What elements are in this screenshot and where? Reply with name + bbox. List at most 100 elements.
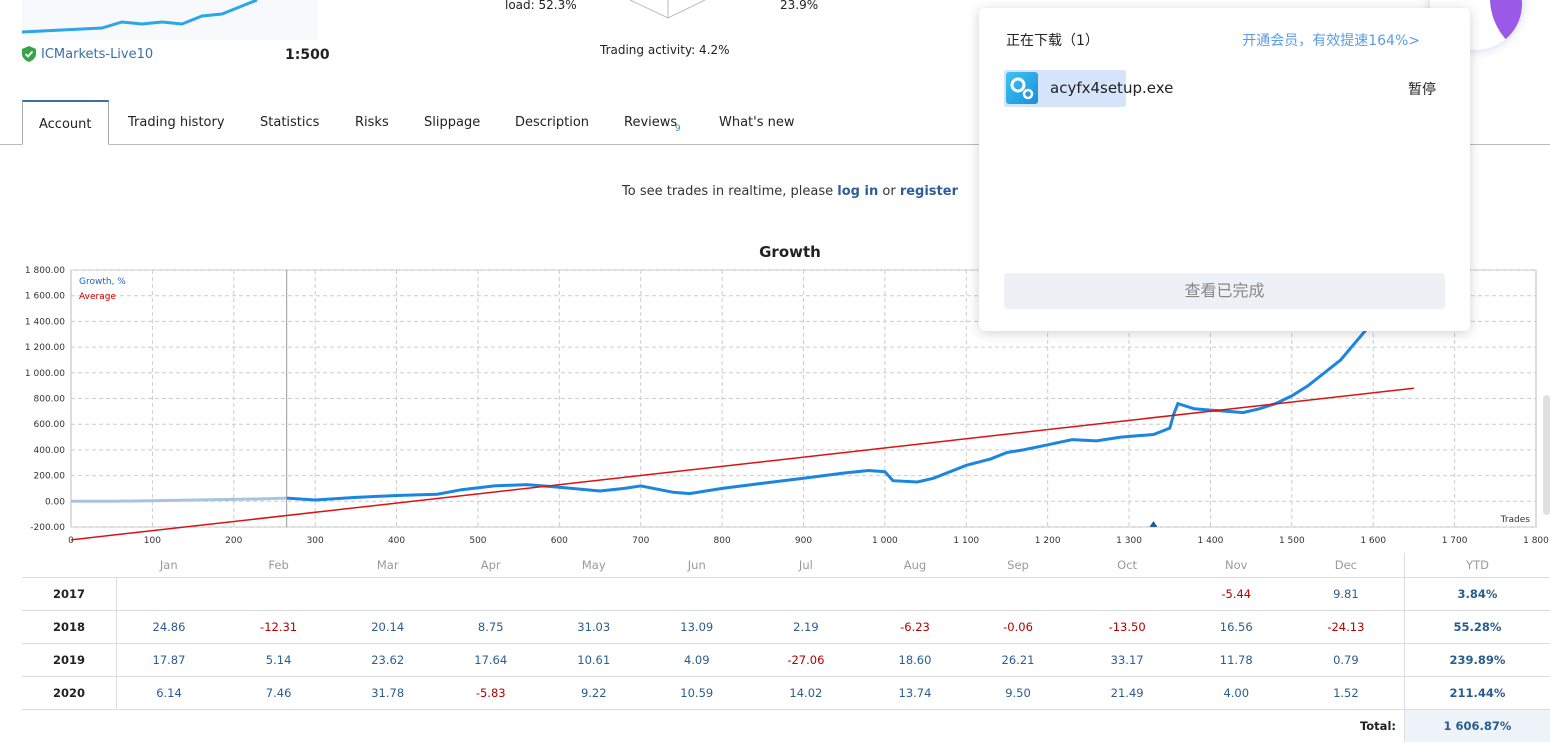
year-cell: 2019	[22, 643, 117, 677]
x-tick-label: 1 600	[1360, 536, 1386, 546]
y-tick-label: 1 400.00	[25, 317, 65, 327]
tab-account[interactable]: Account	[22, 100, 109, 145]
month-value-cell: 16.56	[1184, 610, 1288, 644]
tab-slippage[interactable]: Slippage	[424, 100, 480, 144]
tab-risks[interactable]: Risks	[355, 100, 389, 144]
month-value-cell: 4.09	[645, 643, 749, 677]
year-cell: 2017	[22, 577, 117, 611]
tab-label: Statistics	[260, 115, 320, 130]
month-value-cell: 9.81	[1287, 577, 1405, 611]
view-completed-button[interactable]: 查看已完成	[1004, 273, 1445, 309]
load-stat: load: 52.3%	[505, 0, 577, 12]
download-file-name[interactable]: acyfx4setup.exe	[1050, 79, 1174, 97]
radar-right-stat: 23.9%	[780, 0, 819, 12]
month-value-cell: 18.60	[863, 643, 967, 677]
tab-label: Reviews	[624, 115, 678, 130]
notice-text: To see trades in realtime, please	[622, 184, 838, 199]
chart-legend: Growth, % Average	[79, 277, 126, 302]
month-value-cell: 20.14	[336, 610, 440, 644]
x-tick-label: 400	[388, 536, 405, 546]
register-link[interactable]: register	[899, 184, 958, 199]
month-value-cell	[542, 577, 646, 611]
x-tick-label: 700	[632, 536, 649, 546]
tab-trading-history[interactable]: Trading history	[128, 100, 225, 144]
x-tick-label: 100	[144, 536, 161, 546]
month-value-cell: 10.59	[645, 676, 749, 710]
x-tick-label: 0	[68, 536, 74, 546]
month-value-cell	[116, 577, 221, 611]
month-value-cell	[336, 577, 440, 611]
month-value-cell: -27.06	[748, 643, 864, 677]
month-value-cell	[220, 577, 337, 611]
sparkline-chart	[22, 0, 318, 40]
download-title: 正在下载（1）	[1006, 33, 1099, 49]
x-tick-label: 500	[469, 536, 486, 546]
tab-reviews[interactable]: Reviews 9	[624, 100, 681, 144]
x-tick-label: 1 200	[1035, 536, 1061, 546]
total-label: Total:	[1359, 719, 1396, 733]
month-value-cell: 6.14	[116, 676, 221, 710]
tab-whats-new[interactable]: What's new	[719, 100, 795, 144]
year-column-header	[22, 553, 117, 578]
month-value-cell: 13.09	[645, 610, 749, 644]
ytd-cell: 239.89%	[1404, 643, 1550, 677]
month-value-cell: 17.87	[116, 643, 221, 677]
month-value-cell: 7.46	[220, 676, 337, 710]
year-cell: 2020	[22, 676, 117, 710]
y-tick-label: 800.00	[34, 395, 66, 405]
month-header: May	[542, 553, 646, 578]
ytd-cell: 55.28%	[1404, 610, 1550, 644]
month-value-cell: 9.22	[542, 676, 646, 710]
account-server[interactable]: ICMarkets-Live10	[22, 46, 153, 62]
month-value-cell: 17.64	[439, 643, 543, 677]
month-value-cell	[439, 577, 543, 611]
month-value-cell: 31.78	[336, 676, 440, 710]
total-row: Total: 1 606.87%	[22, 709, 1550, 742]
ytd-cell: 3.84%	[1404, 577, 1550, 611]
month-value-cell: 24.86	[116, 610, 221, 644]
notice-or: or	[878, 184, 900, 199]
pause-button[interactable]: 暂停	[1408, 82, 1436, 98]
month-header: Apr	[439, 553, 543, 578]
month-value-cell: 1.52	[1287, 676, 1405, 710]
monthly-returns-table: Jan Feb Mar Apr May Jun Jul Aug Sep Oct …	[22, 553, 1550, 742]
leverage-value: 1:500	[285, 47, 330, 63]
month-value-cell: 13.74	[863, 676, 967, 710]
y-tick-label: 400.00	[34, 446, 66, 456]
month-value-cell: -24.13	[1287, 610, 1405, 644]
month-value-cell: -0.06	[966, 610, 1070, 644]
exe-file-icon	[1006, 72, 1038, 104]
month-value-cell: -6.23	[863, 610, 967, 644]
x-tick-label: 1 800	[1523, 536, 1549, 546]
y-tick-label: 600.00	[34, 420, 66, 430]
x-tick-label: 1 300	[1116, 536, 1142, 546]
tab-label: Description	[515, 115, 590, 130]
month-value-cell: -12.31	[220, 610, 337, 644]
month-value-cell: 8.75	[439, 610, 543, 644]
month-header: Aug	[863, 553, 967, 578]
tab-statistics[interactable]: Statistics	[260, 100, 319, 144]
month-header: Feb	[220, 553, 337, 578]
month-header: Oct	[1069, 553, 1185, 578]
average-line	[70, 387, 1415, 541]
month-value-cell	[863, 577, 967, 611]
scrollbar[interactable]	[1543, 395, 1550, 515]
y-tick-label: -200.00	[30, 523, 65, 533]
month-header: Jul	[748, 553, 864, 578]
table-row: 2019 17.87 5.14 23.62 17.64 10.61 4.09 -27.06 18…	[22, 643, 1550, 677]
radar-chart	[629, 0, 706, 19]
month-value-cell	[748, 577, 864, 611]
login-link[interactable]: log in	[837, 184, 879, 199]
tab-label: What's new	[719, 115, 795, 130]
tab-label: Account	[39, 117, 92, 132]
tab-bar: Account Trading history Statistics Risks…	[0, 100, 1550, 145]
month-value-cell: -5.83	[439, 676, 543, 710]
legend-growth: Growth, %	[79, 277, 126, 287]
table-header-row: Jan Feb Mar Apr May Jun Jul Aug Sep Oct …	[22, 553, 1550, 578]
month-header: Sep	[966, 553, 1070, 578]
tab-label: Slippage	[424, 115, 481, 130]
x-tick-label: 900	[795, 536, 812, 546]
x-tick-label: 1 700	[1442, 536, 1468, 546]
vip-speedup-link[interactable]: 开通会员，有效提速164%>	[1242, 33, 1420, 49]
tab-description[interactable]: Description	[515, 100, 589, 144]
